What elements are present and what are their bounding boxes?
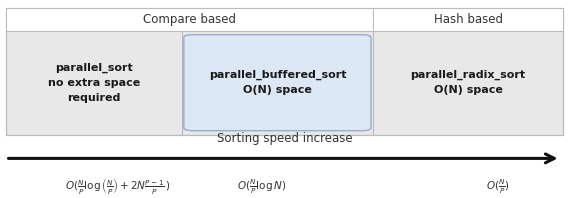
Text: Compare based: Compare based <box>143 13 236 26</box>
Text: parallel_radix_sort
O(N) space: parallel_radix_sort O(N) space <box>410 70 526 95</box>
Text: $O(\frac{N}{P}\log\left(\frac{N}{P}\right)+2N\frac{P-1}{P}\,)$: $O(\frac{N}{P}\log\left(\frac{N}{P}\righ… <box>65 176 171 196</box>
FancyBboxPatch shape <box>184 35 371 131</box>
Bar <box>6 8 563 135</box>
Text: Sorting speed increase: Sorting speed increase <box>217 131 352 145</box>
Text: $O(\frac{N}{P})$: $O(\frac{N}{P})$ <box>486 178 510 196</box>
Text: $O(\frac{N}{P}\log N)$: $O(\frac{N}{P}\log N)$ <box>237 178 286 196</box>
Bar <box>6 8 563 31</box>
Text: Hash based: Hash based <box>434 13 502 26</box>
Text: parallel_sort
no extra space
required: parallel_sort no extra space required <box>48 63 140 103</box>
Text: parallel_buffered_sort
O(N) space: parallel_buffered_sort O(N) space <box>209 70 346 95</box>
